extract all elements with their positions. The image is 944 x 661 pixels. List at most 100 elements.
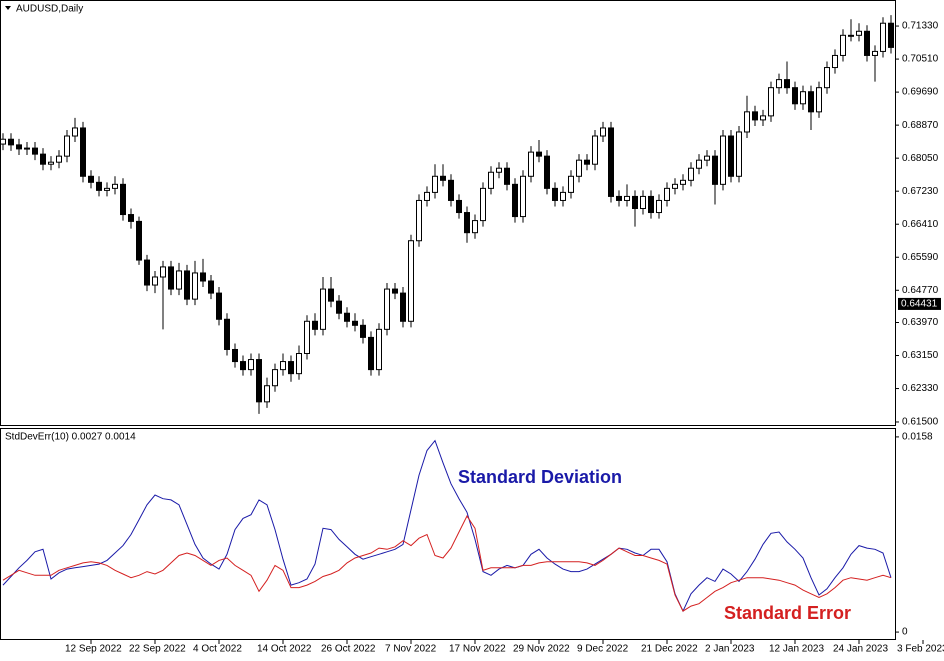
x-tick-label: 2 Jan 2023: [705, 644, 755, 655]
candle-body: [288, 361, 294, 375]
x-tick-label: 22 Sep 2022: [129, 644, 186, 655]
candle-body: [64, 135, 70, 157]
candle-body: [816, 87, 822, 113]
candle-body: [280, 361, 286, 371]
candle-body: [696, 159, 702, 169]
candle-body: [416, 199, 422, 242]
candle-body: [712, 155, 718, 185]
price-label-box: [898, 297, 941, 310]
candle-body: [128, 214, 134, 222]
candle-body: [680, 179, 686, 185]
candle-body: [688, 167, 694, 181]
x-tick-label: 29 Nov 2022: [513, 644, 570, 655]
candle-body: [848, 34, 854, 37]
price-label: 0.64431: [901, 299, 938, 310]
x-tick-label: 3 Feb 2023: [897, 644, 944, 655]
candle-body: [480, 187, 486, 222]
candle-body: [520, 175, 526, 218]
candle-body: [472, 220, 478, 234]
candle-body: [776, 79, 782, 89]
candle-body: [720, 135, 726, 185]
candle-body: [376, 328, 382, 371]
candle-body: [832, 54, 838, 69]
indicator-title: StdDevErr(10) 0.0027 0.0014: [5, 432, 136, 443]
candle-body: [384, 288, 390, 330]
candle-body: [432, 175, 438, 193]
price-pane: [0, 0, 896, 426]
candle-body: [0, 138, 6, 145]
candle-body: [608, 127, 614, 197]
candle-body: [360, 324, 366, 338]
menu-triangle[interactable]: [5, 6, 11, 10]
candle-body: [40, 153, 46, 165]
candle-body: [32, 147, 38, 155]
candle-body: [408, 240, 414, 322]
y-tick-label: 0.64770: [902, 285, 939, 296]
candle-body: [296, 353, 302, 375]
candle-body: [400, 292, 406, 322]
candle-body: [888, 22, 894, 48]
candle-body: [440, 175, 446, 181]
y-tick-label: 0.68870: [902, 120, 939, 131]
candle-body: [160, 266, 166, 278]
candle-body: [864, 30, 870, 56]
candle-body: [672, 183, 678, 189]
candle-body: [840, 34, 846, 56]
y-tick-label: 0.66410: [902, 219, 939, 230]
candle-body: [632, 195, 638, 210]
candle-body: [168, 266, 174, 290]
x-tick-label: 12 Jan 2023: [769, 644, 824, 655]
x-tick-label: 4 Oct 2022: [193, 644, 242, 655]
y-tick-label: 0.71330: [902, 21, 939, 32]
candle-body: [856, 30, 862, 36]
candle-body: [512, 183, 518, 218]
candle-body: [536, 151, 542, 157]
indicator-line: [2, 514, 892, 612]
x-tick-label: 12 Sep 2022: [65, 644, 122, 655]
candle-body: [272, 369, 278, 387]
candle-body: [8, 138, 14, 146]
candle-body: [736, 131, 742, 177]
candle-body: [88, 175, 94, 183]
y-tick-label: 0.63150: [902, 350, 939, 361]
candle-body: [192, 272, 198, 300]
candle-body: [344, 312, 350, 322]
y-tick-label: 0.0158: [902, 432, 933, 443]
y-tick-label: 0.70510: [902, 54, 939, 65]
candle-body: [72, 127, 78, 137]
series-label: Standard Error: [724, 603, 851, 623]
y-tick-label: 0.67230: [902, 186, 939, 197]
candle-body: [264, 385, 270, 403]
y-tick-label: 0.65590: [902, 252, 939, 263]
candle-body: [704, 155, 710, 161]
candle-body: [664, 187, 670, 201]
candle-body: [56, 155, 62, 163]
x-tick-label: 9 Dec 2022: [577, 644, 629, 655]
candle-body: [352, 320, 358, 326]
candle-body: [216, 292, 222, 320]
candle-body: [760, 115, 766, 121]
candle-body: [336, 300, 342, 314]
x-tick-label: 26 Oct 2022: [321, 644, 376, 655]
candle-body: [592, 135, 598, 165]
candle-body: [144, 259, 150, 286]
candle-body: [552, 187, 558, 201]
x-tick-label: 21 Dec 2022: [641, 644, 698, 655]
y-tick-label: 0.69690: [902, 87, 939, 98]
candle-body: [624, 195, 630, 201]
candle-body: [640, 195, 646, 210]
candle-body: [96, 181, 102, 191]
candle-body: [528, 151, 534, 177]
candle-body: [728, 135, 734, 177]
candle-body: [320, 288, 326, 330]
candle-body: [368, 336, 374, 371]
y-tick-label: 0: [902, 627, 908, 638]
candle-body: [112, 183, 118, 189]
indicator-pane: [0, 428, 896, 640]
candle-body: [544, 155, 550, 189]
candle-body: [392, 288, 398, 294]
candle-body: [648, 195, 654, 214]
candle-body: [304, 320, 310, 355]
